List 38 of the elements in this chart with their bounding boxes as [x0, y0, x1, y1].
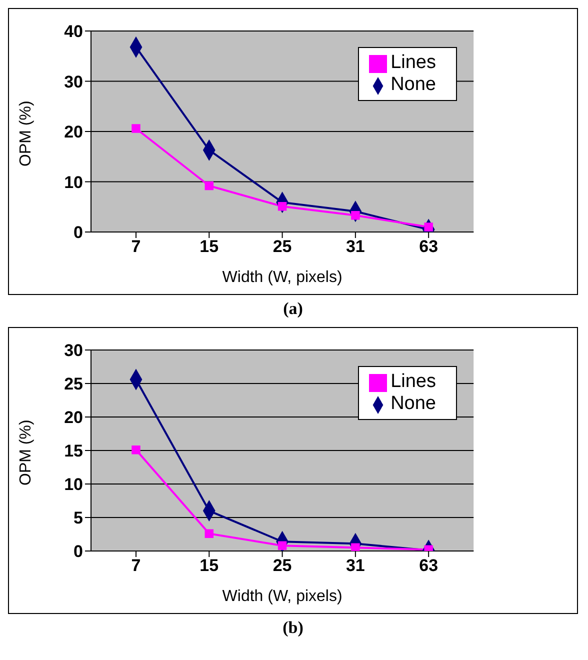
- point: [204, 529, 214, 538]
- x-tick-label: 31: [346, 237, 365, 256]
- y-tick-label: 30: [64, 341, 83, 360]
- y-tick-label: 20: [64, 122, 83, 142]
- x-tick-label: 7: [131, 237, 141, 256]
- y-tick-label: 40: [64, 22, 83, 42]
- point: [132, 445, 140, 454]
- y-tick-label: 0: [74, 223, 83, 242]
- y-tick-label: 10: [64, 172, 83, 192]
- y-tick-label: 25: [64, 374, 83, 394]
- y-tick-label: 15: [64, 442, 83, 461]
- y-axis-title: OPM (%): [18, 420, 35, 486]
- point: [204, 181, 214, 190]
- y-tick-label: 5: [74, 508, 83, 528]
- text: (b): [282, 618, 304, 638]
- y-tick-label: 10: [64, 475, 83, 494]
- x-tick-label: 15: [200, 556, 219, 576]
- legend-label: Lines: [390, 52, 436, 73]
- point: [351, 543, 360, 551]
- y-axis-title: OPM (%): [18, 100, 35, 166]
- x-tick-label: 63: [419, 237, 438, 256]
- x-tick-label: 7: [131, 556, 141, 576]
- y-tick-label: 0: [74, 542, 83, 562]
- x-tick-label: 25: [272, 237, 292, 256]
- legend-label: Lines: [390, 371, 436, 392]
- x-tick-label: 15: [200, 237, 219, 256]
- x-tick-label: 63: [419, 556, 438, 576]
- x-axis-title: Width (W, pixels): [222, 269, 342, 286]
- y-tick-label: 20: [64, 408, 83, 428]
- point: [278, 541, 287, 550]
- point: [132, 124, 140, 133]
- y-tick-label: 30: [64, 72, 83, 92]
- x-tick-label: 31: [346, 556, 365, 576]
- legend-label: None: [390, 393, 436, 414]
- x-axis-title: Width (W, pixels): [222, 588, 342, 605]
- legend-label: None: [390, 74, 436, 95]
- x-tick-label: 25: [272, 556, 292, 576]
- text: (a): [282, 299, 304, 319]
